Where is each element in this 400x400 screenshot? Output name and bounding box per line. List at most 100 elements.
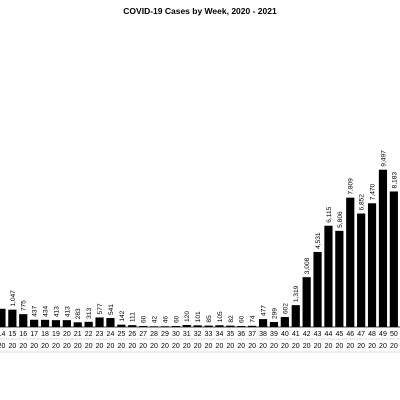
bar <box>335 230 344 327</box>
bar <box>30 319 39 327</box>
bar <box>139 326 148 327</box>
x-tick-label: 43 <box>314 331 322 338</box>
x-tick-label: 29 <box>161 331 169 338</box>
data-label: 46 <box>162 316 169 324</box>
x-tick-label: 15 <box>8 331 16 338</box>
data-label: 74 <box>250 315 257 323</box>
x-tick-label: 48 <box>368 331 376 338</box>
data-label: 42 <box>152 316 159 324</box>
x-tick-label: 31 <box>183 331 191 338</box>
data-label: 105 <box>217 311 224 322</box>
x-tick-sublabel: 20 <box>85 343 93 350</box>
bar <box>324 225 333 327</box>
x-tick-sublabel: 20 <box>314 343 322 350</box>
bar <box>149 326 159 327</box>
x-tick-sublabel: 20 <box>8 343 16 350</box>
data-label: 413 <box>53 306 60 317</box>
x-tick-label: 47 <box>357 331 365 338</box>
data-label: 3,008 <box>304 257 311 274</box>
x-tick-label: 30 <box>172 331 180 338</box>
x-tick-label: 21 <box>74 331 82 338</box>
x-tick-sublabel: 20 <box>325 343 333 350</box>
data-label: 82 <box>228 315 235 323</box>
bar <box>160 326 170 327</box>
x-tick-label: 17 <box>30 331 38 338</box>
x-tick-sublabel: 20 <box>172 343 180 350</box>
bar <box>8 309 17 327</box>
bar <box>378 169 388 327</box>
x-tick-label: 42 <box>303 331 311 338</box>
data-label: 541 <box>108 304 115 315</box>
x-tick-sublabel: 20 <box>41 343 49 350</box>
x-tick-sublabel: 20 <box>335 343 343 350</box>
data-label: 577 <box>97 303 104 314</box>
x-tick-sublabel: 20 <box>346 343 354 350</box>
data-label: 477 <box>261 305 268 316</box>
x-tick-sublabel: 20 <box>205 343 213 350</box>
x-tick-label: 50 <box>390 331 398 338</box>
bar <box>182 325 191 327</box>
data-label: 299 <box>271 308 278 319</box>
data-label: 120 <box>184 311 191 322</box>
data-label: 60 <box>173 315 180 323</box>
x-tick-sublabel: 20 <box>117 343 125 350</box>
x-tick-label: 24 <box>107 331 115 338</box>
bar <box>215 325 224 327</box>
bar <box>40 319 50 327</box>
bar <box>280 317 289 327</box>
x-tick-sublabel: 20 <box>270 343 278 350</box>
data-label: 313 <box>86 307 93 318</box>
bar <box>302 277 311 327</box>
bar <box>117 324 126 327</box>
x-tick-sublabel: 20 <box>226 343 234 350</box>
x-tick-sublabel: 20 <box>248 343 256 350</box>
bar <box>269 322 279 327</box>
data-label: 6,115 <box>326 206 333 222</box>
x-tick-sublabel: 20 <box>390 343 398 350</box>
data-label: 775 <box>21 300 28 311</box>
x-tick-label: 40 <box>281 331 289 338</box>
data-label: 413 <box>64 306 71 317</box>
data-label: 437 <box>32 305 39 316</box>
bar <box>19 314 28 327</box>
x-tick-sublabel: 20 <box>368 343 376 350</box>
x-tick-label: 36 <box>237 331 245 338</box>
data-label: 1,047 <box>10 290 17 307</box>
x-tick-label: 20 <box>63 331 71 338</box>
bar <box>367 203 377 327</box>
data-label: 142 <box>119 310 126 321</box>
x-tick-sublabel: 20 <box>74 343 82 350</box>
x-tick-sublabel: 20 <box>281 343 289 350</box>
x-tick-label: 37 <box>248 331 256 338</box>
data-label: 4,531 <box>315 232 322 249</box>
x-tick-sublabel: 20 <box>259 343 267 350</box>
x-tick-label: 23 <box>96 331 104 338</box>
bar <box>291 305 300 327</box>
x-tick-sublabel: 20 <box>150 343 158 350</box>
x-tick-label: 44 <box>325 331 333 338</box>
bar <box>346 197 355 327</box>
data-label: 85 <box>206 315 213 323</box>
bar <box>73 322 82 327</box>
x-tick-sublabel: 20 <box>63 343 71 350</box>
bar <box>84 321 93 327</box>
data-label: 434 <box>43 305 50 316</box>
data-label: 1,319 <box>293 285 300 302</box>
data-label: 602 <box>282 303 289 314</box>
x-tick-label: 25 <box>117 331 125 338</box>
data-label: 6,852 <box>359 194 366 211</box>
bar <box>51 320 61 327</box>
bar <box>0 308 6 327</box>
x-tick-sublabel: 20 <box>216 343 224 350</box>
bar <box>62 320 71 327</box>
x-tick-label: 16 <box>19 331 27 338</box>
x-tick-label: 28 <box>150 331 158 338</box>
data-label: 7,809 <box>348 178 355 195</box>
data-label: 283 <box>75 308 82 319</box>
x-tick-label: 14 <box>0 331 5 338</box>
bar <box>106 318 115 327</box>
x-tick-label: 27 <box>139 331 147 338</box>
x-tick-sublabel: 20 <box>139 343 147 350</box>
bar <box>204 325 213 327</box>
x-tick-sublabel: 20 <box>161 343 169 350</box>
